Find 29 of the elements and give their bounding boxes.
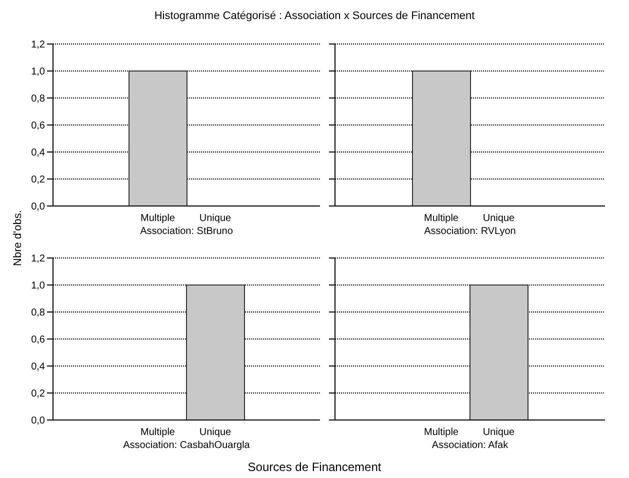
y-tick-label: 0,0 xyxy=(31,416,46,427)
y-tick-label: 1,0 xyxy=(31,66,46,78)
y-tick-label: 0,6 xyxy=(31,334,46,346)
y-tick-label: 0,0 xyxy=(31,202,46,213)
y-tick-label: 0,8 xyxy=(31,308,46,319)
x-tick-label: Unique xyxy=(199,213,232,224)
y-tick-label: 0,2 xyxy=(31,174,46,186)
y-tick-label: 1,2 xyxy=(31,254,46,265)
text: Association: StBruno xyxy=(139,226,234,237)
y-tick-label: 0,4 xyxy=(31,148,46,159)
x-tick-label: Multiple xyxy=(424,427,459,438)
text: Association: Afak xyxy=(430,440,510,451)
y-tick-label: 0,6 xyxy=(31,120,46,132)
y-tick-label: 0,2 xyxy=(31,388,46,400)
x-tick-label: Unique xyxy=(482,427,516,438)
y-tick-label: 1,0 xyxy=(31,280,46,292)
y-axis-title: Nbre d'obs. xyxy=(12,209,24,268)
x-tick-label: Unique xyxy=(482,213,516,224)
x-tick-label: Multiple xyxy=(424,213,459,224)
text: Association: RVLyon xyxy=(423,226,517,237)
x-tick-label: Unique xyxy=(199,427,232,438)
chart-title: Histogramme Catégorisé : Association x Sources de Financement xyxy=(153,10,476,22)
text: Association: CasbahOuargla xyxy=(122,440,251,451)
x-tick-label: Multiple xyxy=(140,427,176,438)
x-axis-title: Sources de Financement xyxy=(246,460,382,474)
x-tick-label: Multiple xyxy=(140,213,176,224)
y-tick-label: 0,8 xyxy=(31,94,46,105)
y-tick-label: 0,4 xyxy=(31,362,46,373)
y-tick-label: 1,2 xyxy=(31,40,46,51)
